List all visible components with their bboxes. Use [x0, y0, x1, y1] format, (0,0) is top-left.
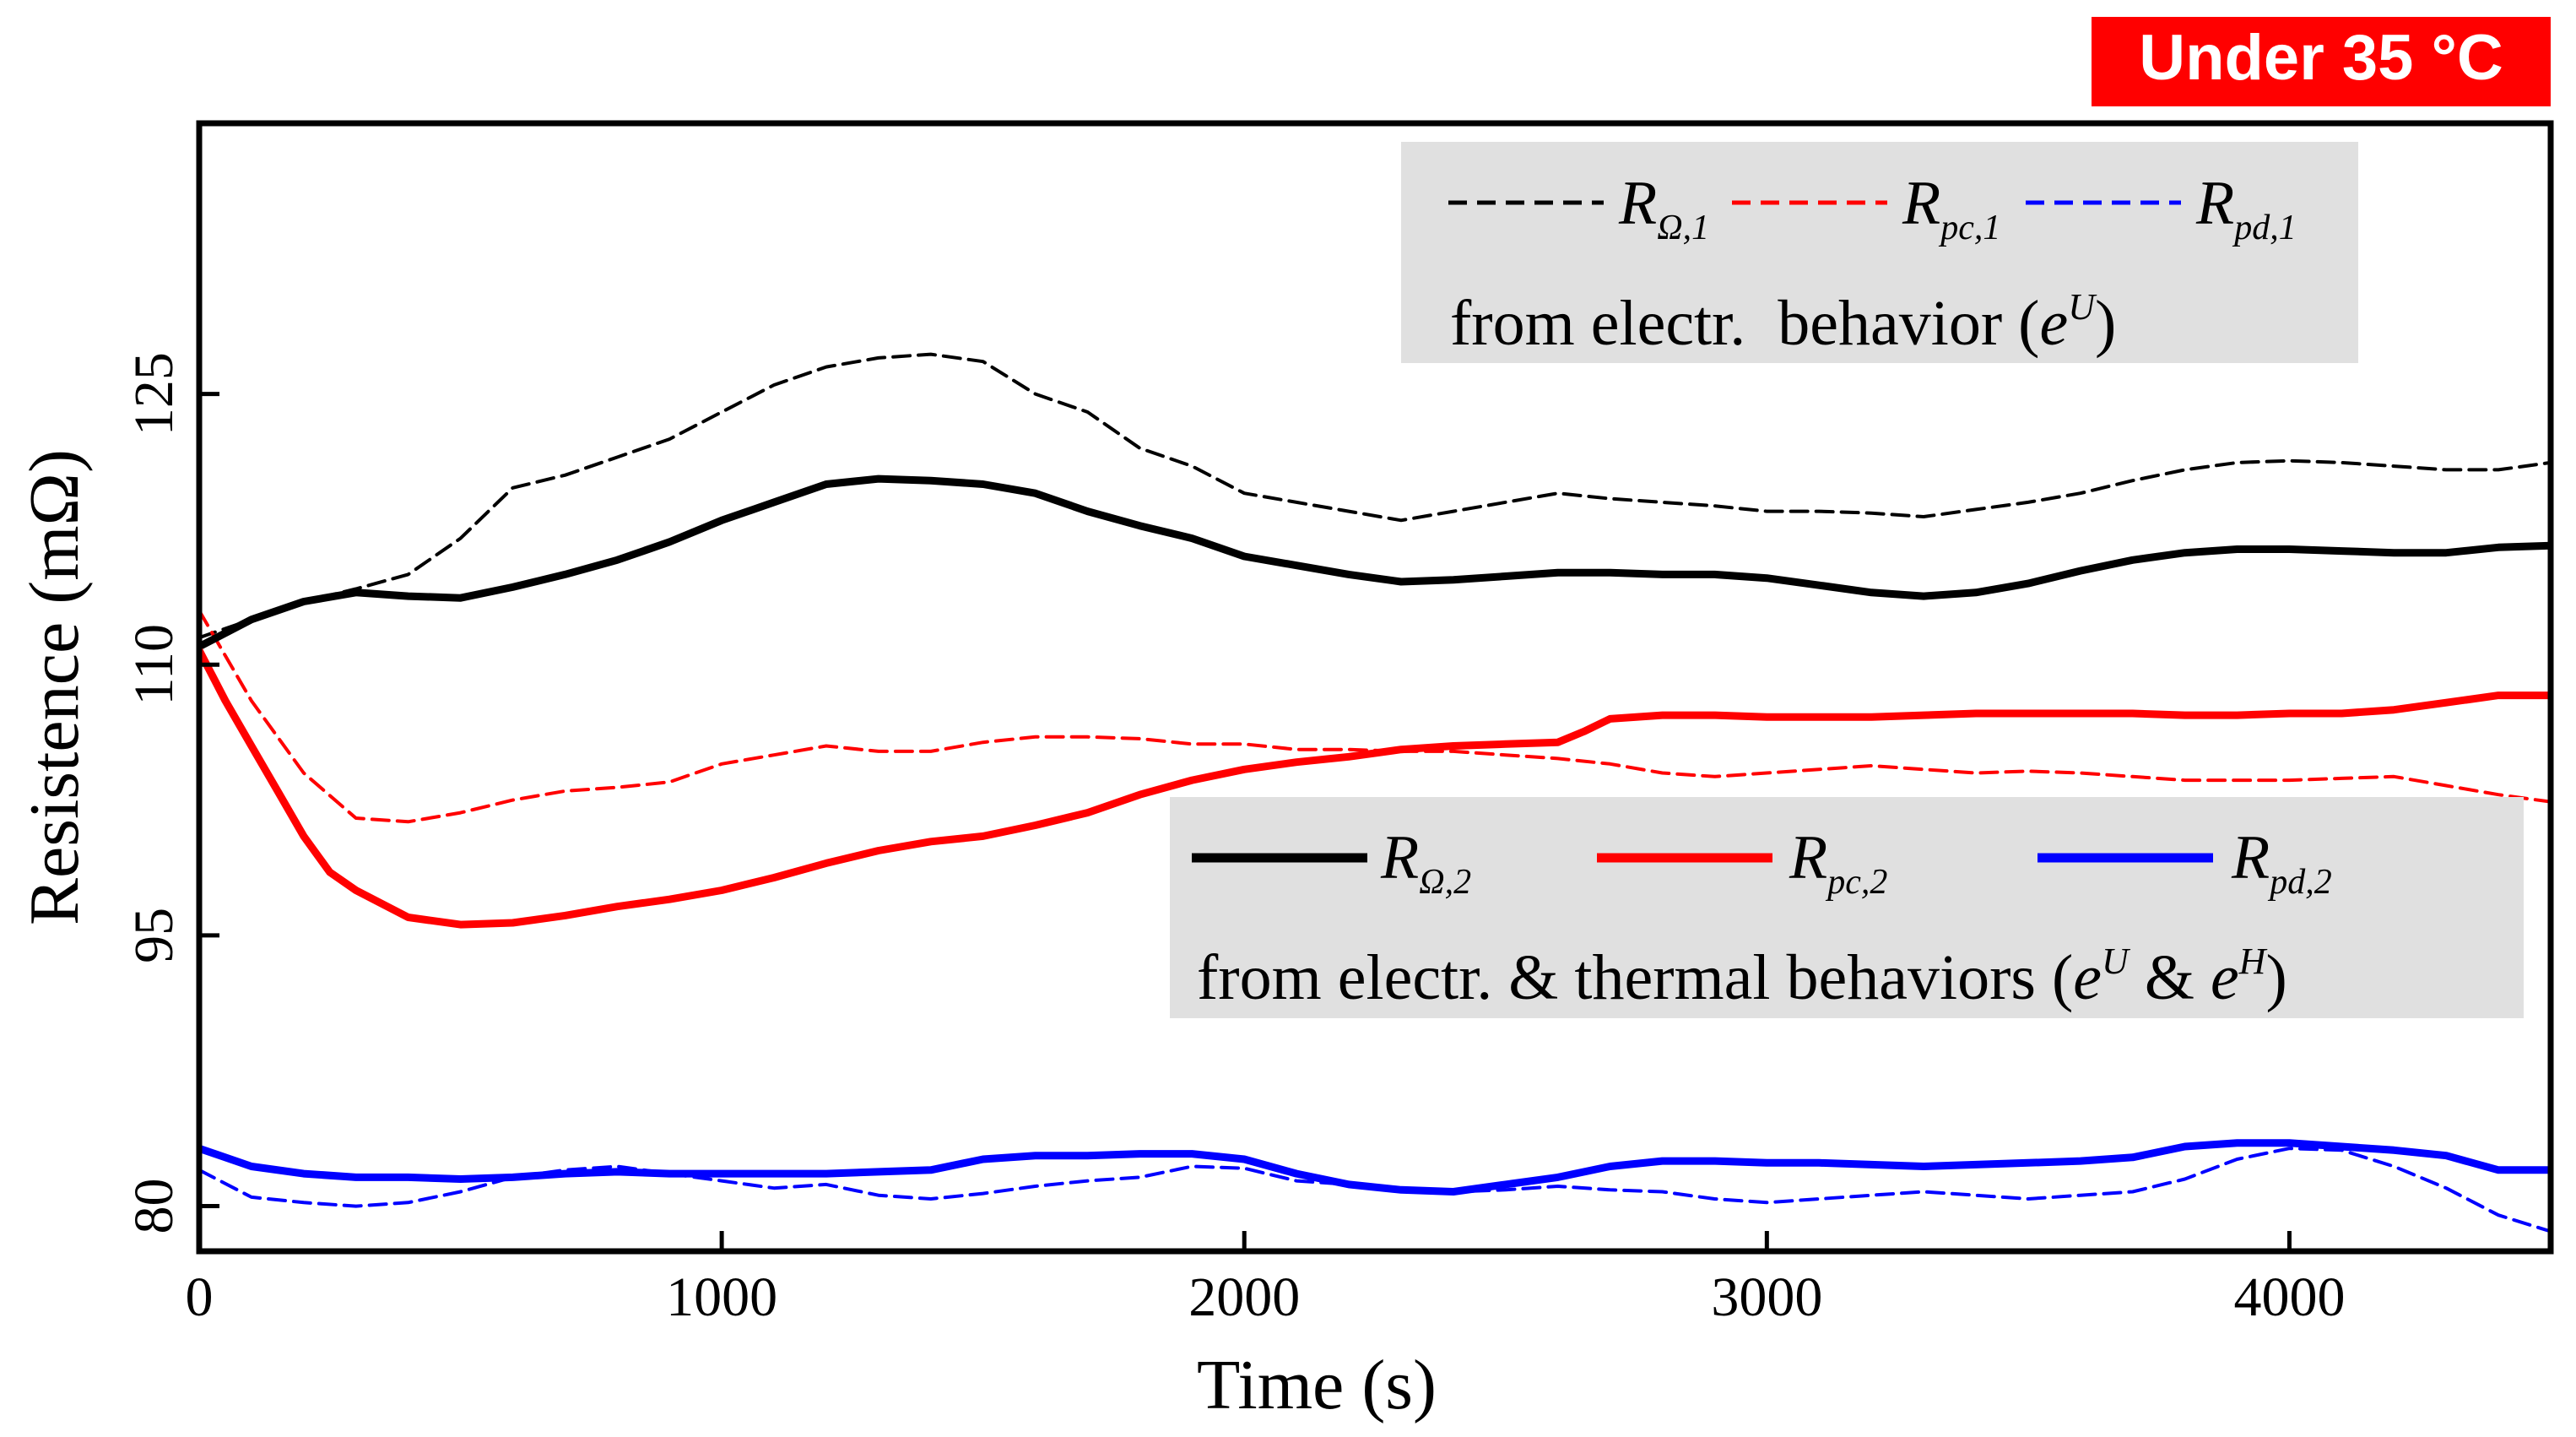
- legend-label-r-omega-2: RΩ,2: [1380, 823, 1471, 902]
- series-line-r-pc-2: [199, 646, 2551, 929]
- temperature-badge: [2092, 17, 2551, 106]
- ticks-group: 0 1000 2000 3000 4000 80 95 110 125: [123, 352, 2345, 1328]
- legend-upper-caption: from electr. behavior (eU): [1450, 286, 2116, 359]
- legend-upper-box: [1401, 142, 2358, 363]
- series-group: [199, 352, 2551, 1234]
- series-line-r---1: [199, 352, 2551, 640]
- y-tick-label: 125: [123, 352, 185, 436]
- legend-label-r-pd-1: Rpd,1: [2195, 169, 2297, 247]
- series-line-r---2: [199, 474, 2551, 651]
- x-tick-label: 0: [186, 1266, 214, 1328]
- legend-label-r-pc-1: Rpc,1: [1902, 169, 2000, 247]
- y-tick-label: 95: [123, 908, 185, 963]
- temperature-badge-text: Under 35 °C: [2139, 22, 2503, 94]
- x-tick-label: 3000: [1711, 1266, 1822, 1328]
- x-axis-label: Time (s): [1197, 1346, 1437, 1424]
- y-tick-label: 80: [123, 1179, 185, 1234]
- x-tick-label: 4000: [2233, 1266, 2345, 1328]
- series-line-r-pd-2: [199, 1139, 2551, 1196]
- legend-lower-box: [1170, 797, 2524, 1018]
- plot-frame: [196, 120, 2554, 1255]
- x-tick-label: 1000: [666, 1266, 777, 1328]
- legend-label-r-pc-2: Rpc,2: [1789, 823, 1887, 902]
- y-axis-label: Resistence (mΩ): [15, 449, 94, 925]
- legend-label-r-omega-1: RΩ,1: [1618, 169, 1709, 247]
- legend-label-r-pd-2: Rpd,2: [2231, 823, 2332, 902]
- legend-lower-caption: from electr. & thermal behaviors (eU & e…: [1197, 941, 2287, 1013]
- legend-lower: RΩ,2 Rpc,2 Rpd,2 from electr. & thermal …: [1170, 797, 2524, 1018]
- x-tick-label: 2000: [1188, 1266, 1300, 1328]
- legend-upper: RΩ,1 Rpc,1 Rpd,1 from electr. behavior (…: [1401, 142, 2358, 363]
- y-tick-label: 110: [123, 624, 185, 706]
